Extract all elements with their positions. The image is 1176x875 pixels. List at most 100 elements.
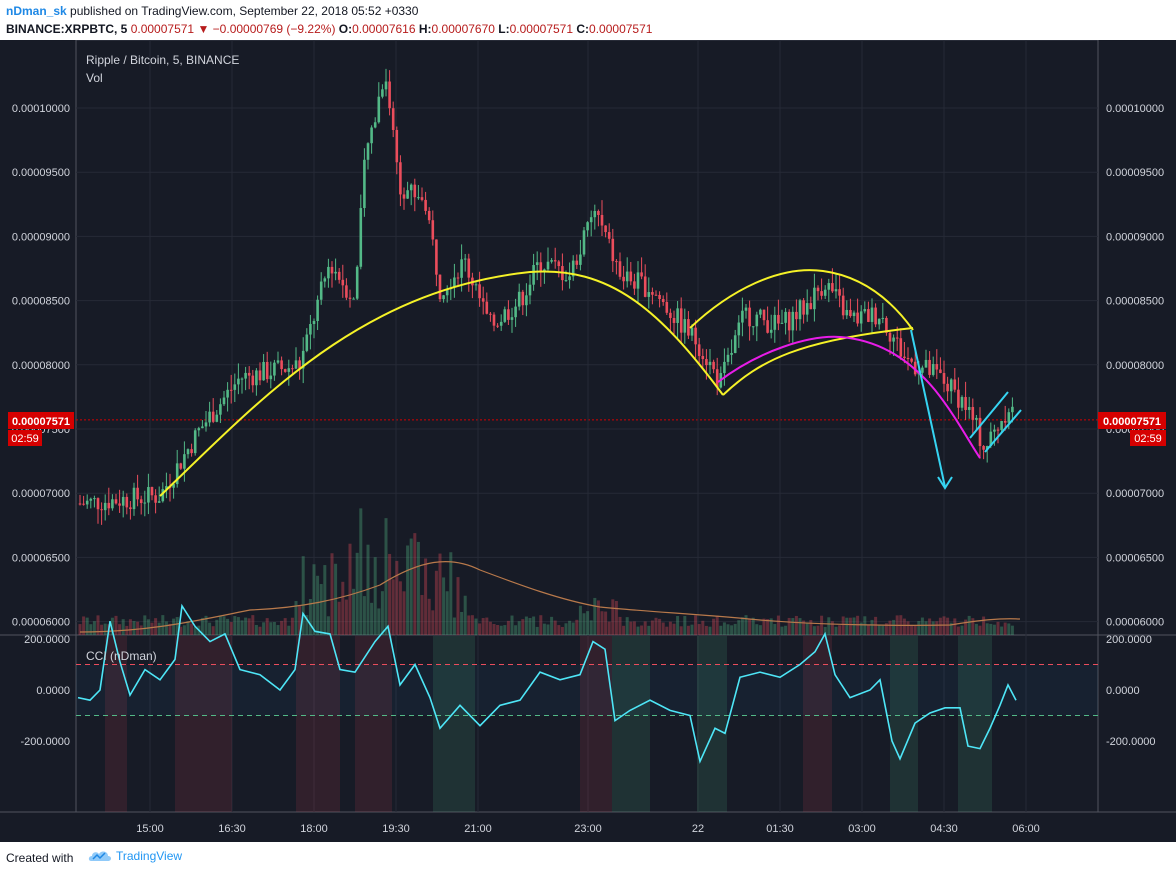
yellow-arc-1: [159, 270, 724, 497]
volume-bar: [848, 617, 852, 635]
volume-bar: [816, 625, 820, 635]
candle-body: [913, 361, 917, 375]
candle-body: [604, 225, 607, 233]
volume-bar: [344, 599, 348, 635]
volume-bar: [568, 620, 572, 635]
tradingview-link[interactable]: TradingView: [88, 849, 182, 863]
candle-body: [931, 364, 935, 375]
candle-body: [877, 318, 881, 325]
candle-body: [114, 499, 118, 504]
candle-body: [568, 276, 571, 281]
volume-bar: [726, 624, 730, 635]
candle-body: [147, 487, 150, 503]
volume-bar: [492, 623, 496, 635]
candle-body: [834, 289, 838, 292]
footer: Created with TradingView: [0, 842, 1176, 875]
candle-body: [661, 299, 665, 303]
username-link[interactable]: nDman_sk: [6, 4, 67, 18]
trend-drawings: [159, 269, 1022, 497]
candle-body: [103, 502, 107, 511]
volume-bar: [186, 621, 190, 635]
candle-body: [679, 308, 683, 333]
volume-bar: [665, 626, 669, 635]
candle-body: [319, 281, 323, 300]
volume-bar: [305, 615, 309, 635]
volume-bar: [791, 618, 795, 635]
candle-body: [391, 108, 395, 130]
candle-body: [989, 431, 993, 447]
volume-bar: [625, 617, 629, 635]
volume-bar: [370, 602, 374, 635]
volume-bar: [150, 622, 154, 635]
time-tick: 22: [692, 823, 704, 835]
candle-body: [521, 291, 525, 306]
volume-bar: [640, 625, 644, 635]
chart-area[interactable]: 0.00010000 0.00010000 0.00009500 0.00009500…: [0, 39, 1176, 842]
candle-body: [406, 190, 409, 199]
volume-bar: [200, 617, 204, 635]
volume-bar: [236, 617, 240, 635]
volume-bar: [683, 616, 687, 635]
volume-bar: [427, 598, 431, 635]
candle-body: [420, 197, 424, 200]
candle-body: [294, 360, 298, 369]
volume-bar: [604, 611, 608, 635]
candle-body: [507, 309, 510, 320]
candle-body: [215, 414, 219, 422]
candle-body: [978, 417, 982, 447]
candle-body: [442, 295, 445, 300]
volume-bar: [964, 619, 968, 635]
volume-bar: [442, 577, 446, 635]
volume-bar: [1007, 623, 1011, 635]
volume-bar: [755, 624, 759, 635]
volume-bar: [877, 625, 881, 635]
volume-bar: [686, 625, 690, 635]
volume-bar: [859, 622, 863, 635]
candle-body: [111, 499, 114, 509]
candle-body: [96, 498, 100, 510]
candle-body: [823, 289, 827, 296]
volume-bar: [971, 618, 975, 635]
candle-body: [651, 292, 654, 295]
volume-bar: [614, 600, 618, 635]
volume-bar: [672, 623, 676, 635]
volume-bar: [226, 618, 230, 635]
candle-body: [899, 338, 903, 357]
volume-bar: [470, 615, 474, 635]
volume-bar: [352, 588, 356, 635]
volume-bar: [902, 618, 906, 635]
chart-canvas[interactable]: 0.00010000 0.00010000 0.00009500 0.00009500…: [0, 39, 1176, 842]
volume-bar: [769, 618, 773, 635]
candle-body: [211, 411, 215, 422]
volume-bar: [240, 620, 244, 635]
candle-body: [780, 322, 784, 324]
vol-label: Vol: [86, 71, 103, 85]
volume-bar: [409, 538, 413, 635]
candle-body: [341, 279, 345, 286]
candle-body: [463, 258, 467, 260]
candle-body: [852, 312, 856, 317]
candle-body: [885, 317, 888, 333]
candle-body: [438, 274, 442, 300]
volume-bar: [362, 596, 366, 635]
volume-bar: [510, 615, 514, 635]
volume-bar: [254, 624, 258, 635]
candle-body: [481, 298, 485, 302]
candle-body: [892, 337, 895, 342]
publish-line: nDman_sk published on TradingView.com, S…: [6, 4, 418, 18]
volume-bar: [247, 618, 251, 635]
candle-body: [309, 324, 312, 335]
candle-body: [467, 258, 471, 278]
volume-bar: [863, 616, 867, 635]
volume-bar: [481, 618, 485, 635]
candle-body: [305, 334, 309, 351]
candle-body: [489, 313, 492, 315]
candle-body: [571, 260, 575, 277]
candle-body: [424, 199, 427, 211]
countdown-badge-left: [8, 430, 42, 446]
candle-body: [381, 89, 384, 97]
candle-body: [791, 311, 795, 331]
volume-bar: [647, 625, 651, 635]
volume-bar: [888, 620, 892, 635]
candle-body: [586, 222, 589, 231]
